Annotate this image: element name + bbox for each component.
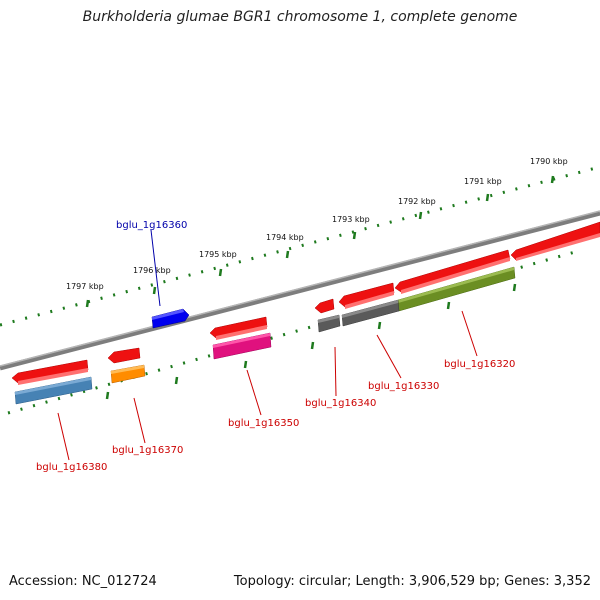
accession-text: Accession: NC_012724 bbox=[9, 574, 157, 589]
cds-feature[interactable] bbox=[314, 298, 335, 314]
ruler-major-ticks-lower bbox=[105, 283, 517, 400]
tick-label-1790: 1790 kbp bbox=[530, 157, 568, 166]
gene-label-bglu_1g16330[interactable]: bglu_1g16330 bbox=[368, 381, 439, 392]
cds-features bbox=[11, 221, 600, 385]
tick-label-1792: 1792 kbp bbox=[398, 197, 436, 206]
gene-features bbox=[14, 266, 516, 405]
tick-label-1797: 1797 kbp bbox=[66, 282, 104, 291]
gene-leader-lines bbox=[57, 229, 478, 461]
chromosome-backbone bbox=[0, 210, 600, 371]
gene-label-bglu_1g16380[interactable]: bglu_1g16380 bbox=[36, 462, 107, 473]
gene-label-bglu_1g16350[interactable]: bglu_1g16350 bbox=[228, 418, 299, 429]
ruler-track-upper bbox=[0, 166, 597, 327]
tick-label-1794: 1794 kbp bbox=[266, 233, 304, 242]
gene-label-bglu_1g16320[interactable]: bglu_1g16320 bbox=[444, 359, 515, 370]
tick-label-1793: 1793 kbp bbox=[332, 215, 370, 224]
tick-label-1795: 1795 kbp bbox=[199, 250, 237, 259]
gene-label-bglu_1g16340[interactable]: bglu_1g16340 bbox=[305, 398, 376, 409]
ruler-labels: 1790 kbp 1791 kbp 1792 kbp 1793 kbp 1794… bbox=[66, 157, 568, 291]
cds-feature[interactable] bbox=[510, 221, 600, 261]
gene-bglu_1g16380[interactable] bbox=[14, 376, 93, 405]
cds-feature[interactable] bbox=[107, 347, 141, 364]
gene-label-bglu_1g16370[interactable]: bglu_1g16370 bbox=[112, 445, 183, 456]
ruler-major-ticks bbox=[85, 175, 555, 308]
tick-label-1796: 1796 kbp bbox=[133, 266, 171, 275]
gene-label-bglu_1g16360[interactable]: bglu_1g16360 bbox=[116, 220, 187, 231]
gene-labels: bglu_1g16320 bglu_1g16330 bglu_1g16340 b… bbox=[36, 220, 515, 473]
tick-label-1791: 1791 kbp bbox=[464, 177, 502, 186]
genome-info-text: Topology: circular; Length: 3,906,529 bp… bbox=[233, 574, 591, 589]
page-title: Burkholderia glumae BGR1 chromosome 1, c… bbox=[82, 9, 518, 25]
